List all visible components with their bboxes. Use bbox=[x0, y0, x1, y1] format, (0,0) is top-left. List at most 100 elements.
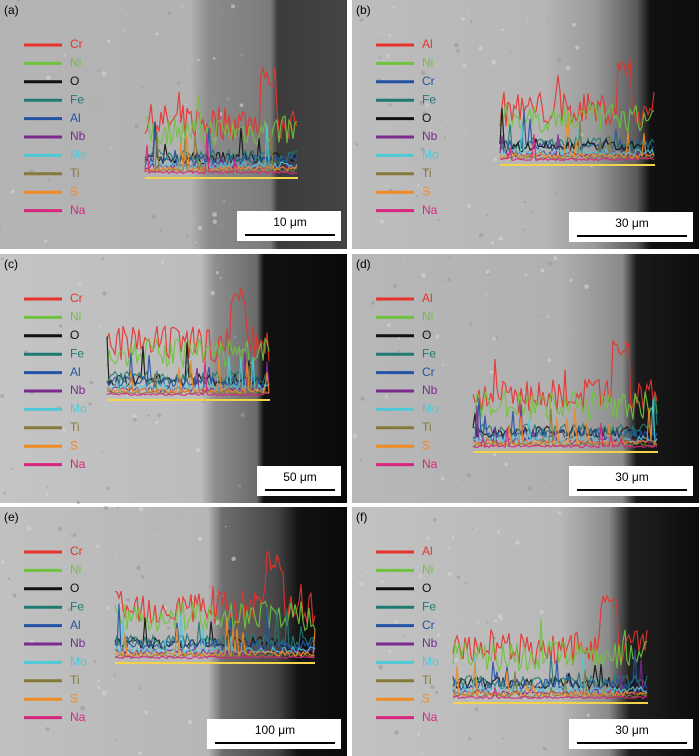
legend-label: Al bbox=[70, 365, 81, 379]
speckle bbox=[549, 459, 551, 461]
legend-label: Fe bbox=[70, 599, 84, 613]
speckle bbox=[56, 485, 59, 487]
speckle bbox=[352, 433, 358, 439]
speckle bbox=[360, 396, 365, 401]
speckle bbox=[12, 593, 17, 598]
speckle bbox=[377, 37, 380, 40]
scan-trace bbox=[114, 617, 316, 659]
speckle bbox=[509, 51, 512, 54]
scan-trace bbox=[472, 390, 658, 421]
speckle bbox=[423, 510, 426, 513]
speckle bbox=[424, 331, 429, 337]
legend-label: Cr bbox=[70, 37, 83, 51]
speckle bbox=[547, 17, 550, 20]
speckle bbox=[0, 393, 5, 398]
speckle bbox=[425, 103, 429, 108]
speckle bbox=[493, 157, 498, 162]
scan-trace bbox=[114, 654, 316, 660]
legend-label: Mo bbox=[422, 402, 439, 416]
panel: (a) Cr Ni O Fe Al Nb Mo Ti S Na 10 μm bbox=[0, 0, 347, 249]
speckle bbox=[397, 337, 401, 340]
speckle bbox=[97, 679, 100, 683]
speckle bbox=[160, 260, 165, 265]
speckle bbox=[547, 358, 552, 362]
speckle bbox=[215, 271, 219, 275]
speckle bbox=[157, 413, 162, 418]
speckle bbox=[63, 54, 66, 57]
speckle bbox=[504, 462, 509, 467]
speckle bbox=[486, 621, 489, 624]
speckle bbox=[167, 626, 171, 630]
speckle bbox=[197, 58, 200, 62]
speckle bbox=[138, 686, 142, 690]
speckle bbox=[513, 378, 516, 380]
speckle bbox=[56, 686, 59, 688]
speckle bbox=[132, 414, 138, 419]
speckle bbox=[541, 628, 544, 631]
speckle bbox=[146, 234, 148, 237]
speckle bbox=[16, 0, 21, 3]
speckle bbox=[106, 486, 110, 491]
speckle bbox=[388, 103, 392, 107]
legend-label: Cr bbox=[422, 74, 435, 88]
scale-bar-label: 50 μm bbox=[283, 470, 317, 484]
speckle bbox=[44, 239, 48, 243]
speckle bbox=[588, 118, 591, 121]
speckle bbox=[468, 322, 472, 326]
speckle bbox=[419, 701, 422, 704]
speckle bbox=[197, 536, 203, 542]
speckle bbox=[187, 719, 193, 725]
speckle bbox=[69, 335, 73, 340]
panel-label: (f) bbox=[356, 510, 367, 524]
speckle bbox=[388, 649, 392, 653]
speckle bbox=[435, 334, 440, 339]
speckle bbox=[526, 17, 529, 20]
legend-label: Ti bbox=[422, 673, 432, 687]
speckle bbox=[556, 381, 559, 383]
speckle bbox=[454, 42, 459, 48]
speckle bbox=[115, 739, 118, 742]
speckle bbox=[147, 414, 151, 417]
speckle bbox=[531, 12, 534, 14]
speckle bbox=[138, 507, 144, 512]
speckle bbox=[212, 219, 218, 224]
speckle bbox=[422, 111, 427, 116]
legend-label: Fe bbox=[70, 346, 84, 360]
speckle bbox=[493, 619, 498, 623]
speckle bbox=[106, 606, 110, 610]
speckle bbox=[416, 732, 421, 736]
speckle bbox=[443, 136, 446, 139]
speckle bbox=[464, 582, 467, 585]
scan-trace bbox=[106, 337, 270, 369]
speckle bbox=[379, 219, 384, 224]
speckle bbox=[89, 380, 94, 385]
speckle bbox=[159, 228, 163, 232]
speckle bbox=[103, 469, 106, 472]
speckle bbox=[430, 684, 435, 690]
speckle bbox=[52, 319, 54, 322]
legend-label: O bbox=[422, 111, 431, 125]
legend-label: Nb bbox=[70, 383, 86, 397]
speckle bbox=[403, 634, 406, 637]
speckle bbox=[122, 29, 125, 32]
speckle bbox=[233, 335, 237, 339]
speckle bbox=[496, 530, 501, 534]
speckle bbox=[23, 455, 27, 458]
speckle bbox=[45, 75, 51, 80]
legend-label: S bbox=[70, 691, 78, 705]
speckle bbox=[202, 81, 205, 84]
speckle bbox=[378, 664, 383, 670]
speckle bbox=[548, 261, 553, 266]
speckle bbox=[474, 707, 479, 712]
speckle bbox=[469, 19, 473, 23]
speckle bbox=[400, 511, 403, 513]
speckle bbox=[384, 394, 388, 399]
speckle bbox=[3, 336, 6, 339]
speckle bbox=[18, 26, 21, 28]
speckle bbox=[586, 713, 591, 717]
speckle bbox=[176, 81, 181, 86]
speckle bbox=[437, 218, 440, 222]
speckle bbox=[24, 350, 28, 354]
speckle bbox=[458, 619, 460, 622]
